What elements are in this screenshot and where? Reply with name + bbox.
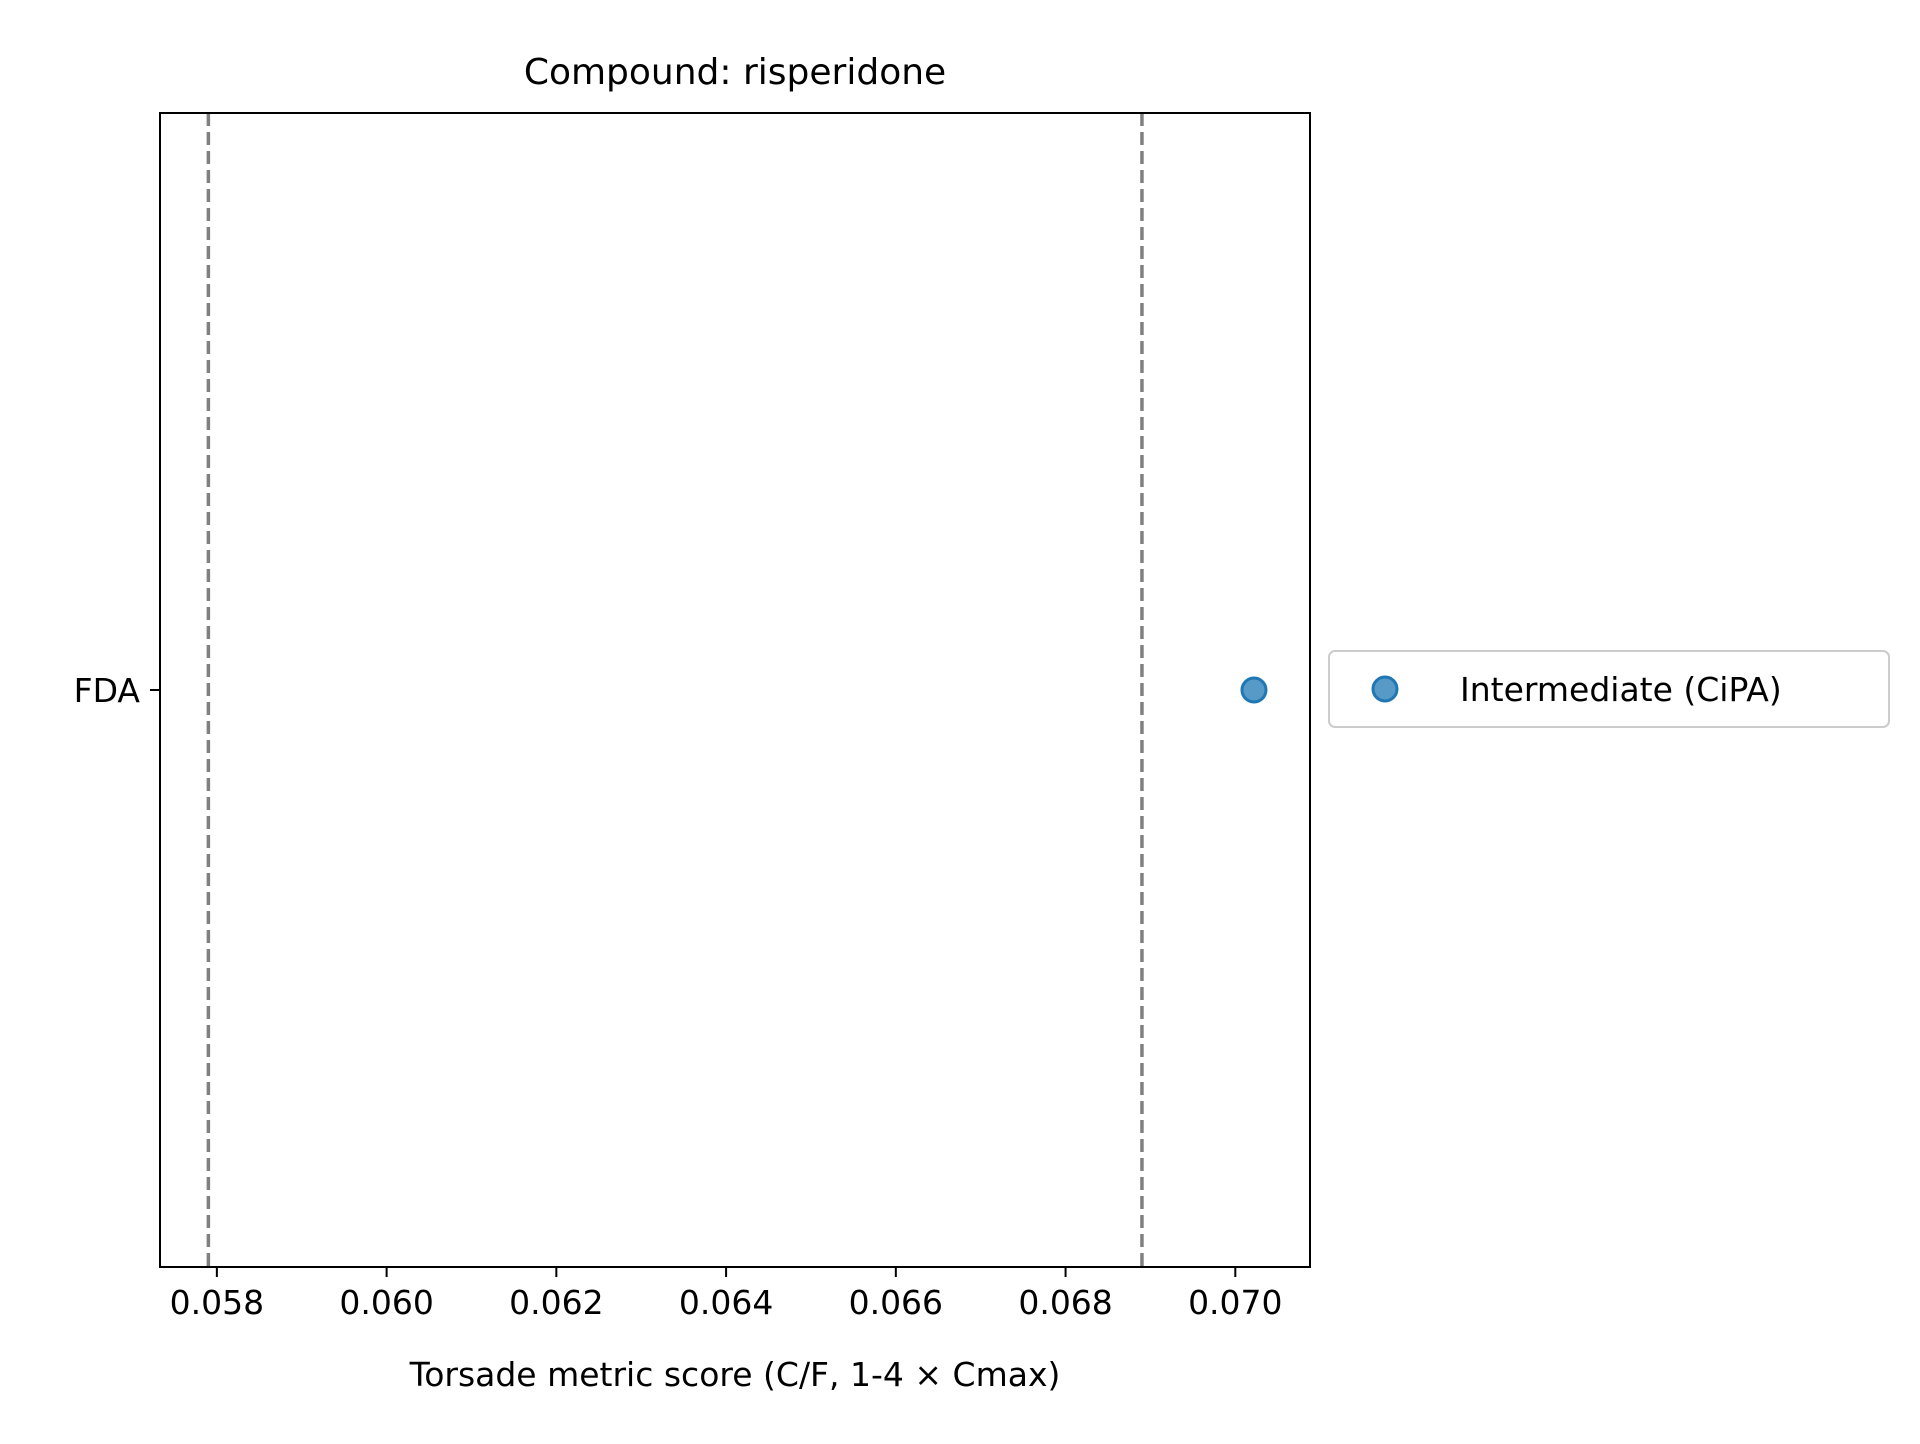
x-axis-ticks: 0.058 0.060 0.062 0.064 0.066 0.068 0.070 bbox=[170, 1267, 1283, 1322]
y-tick-label: FDA bbox=[74, 671, 141, 710]
x-tick-label: 0.060 bbox=[339, 1283, 433, 1322]
x-tick-label: 0.058 bbox=[170, 1283, 264, 1322]
legend-label: Intermediate (CiPA) bbox=[1460, 670, 1782, 709]
data-point bbox=[1240, 676, 1268, 704]
x-tick-label: 0.066 bbox=[849, 1283, 943, 1322]
axes-frame bbox=[159, 112, 1311, 1268]
legend-marker bbox=[1371, 675, 1399, 703]
x-tick-label: 0.062 bbox=[509, 1283, 603, 1322]
x-tick-label: 0.064 bbox=[679, 1283, 773, 1322]
plot-area bbox=[206, 113, 1268, 1267]
legend-entries: Intermediate (CiPA) bbox=[1371, 670, 1782, 709]
chart-title: Compound: risperidone bbox=[524, 52, 946, 93]
y-axis-ticks: FDA bbox=[74, 671, 160, 710]
legend: Intermediate (CiPA) bbox=[1328, 650, 1890, 728]
x-tick-label: 0.070 bbox=[1188, 1283, 1282, 1322]
legend-frame bbox=[1328, 650, 1890, 728]
x-axis-label: Torsade metric score (C/F, 1-4 × Cmax) bbox=[409, 1355, 1061, 1394]
x-tick-label: 0.068 bbox=[1018, 1283, 1112, 1322]
